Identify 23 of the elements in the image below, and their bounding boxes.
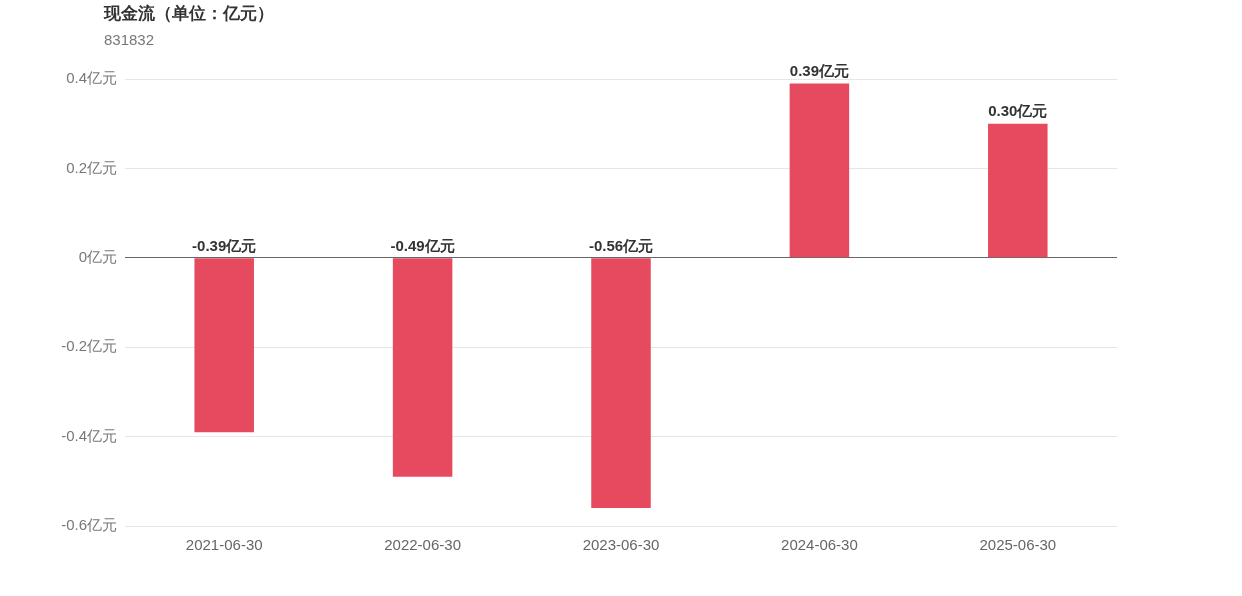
x-tick-label: 2025-06-30	[979, 536, 1057, 554]
x-tick-label: 2024-06-30	[781, 536, 858, 554]
chart-subtitle: 831832	[104, 31, 155, 48]
x-tick-label: 2023-06-30	[582, 536, 660, 554]
y-tick-label: 0.4亿元	[66, 69, 117, 87]
bar	[988, 123, 1048, 258]
bar	[194, 258, 254, 433]
y-tick-label: -0.6亿元	[61, 516, 117, 534]
data-label: -0.39亿元	[192, 236, 257, 254]
y-tick-label: -0.4亿元	[61, 426, 117, 444]
data-label: 0.39亿元	[789, 62, 849, 80]
chart-title: 现金流（单位：亿元）	[104, 3, 274, 25]
y-tick-label: 0亿元	[78, 247, 117, 265]
x-tick-label: 2021-06-30	[185, 536, 263, 554]
data-label: -0.49亿元	[390, 236, 455, 254]
x-tick-label: 2022-06-30	[384, 536, 461, 554]
y-tick-label: -0.2亿元	[61, 337, 117, 355]
data-label: 0.30亿元	[988, 102, 1048, 120]
data-label: -0.56亿元	[588, 236, 654, 254]
y-tick-label: 0.2亿元	[66, 158, 117, 176]
bar	[591, 258, 651, 509]
bar	[789, 83, 850, 258]
bar	[392, 258, 453, 477]
